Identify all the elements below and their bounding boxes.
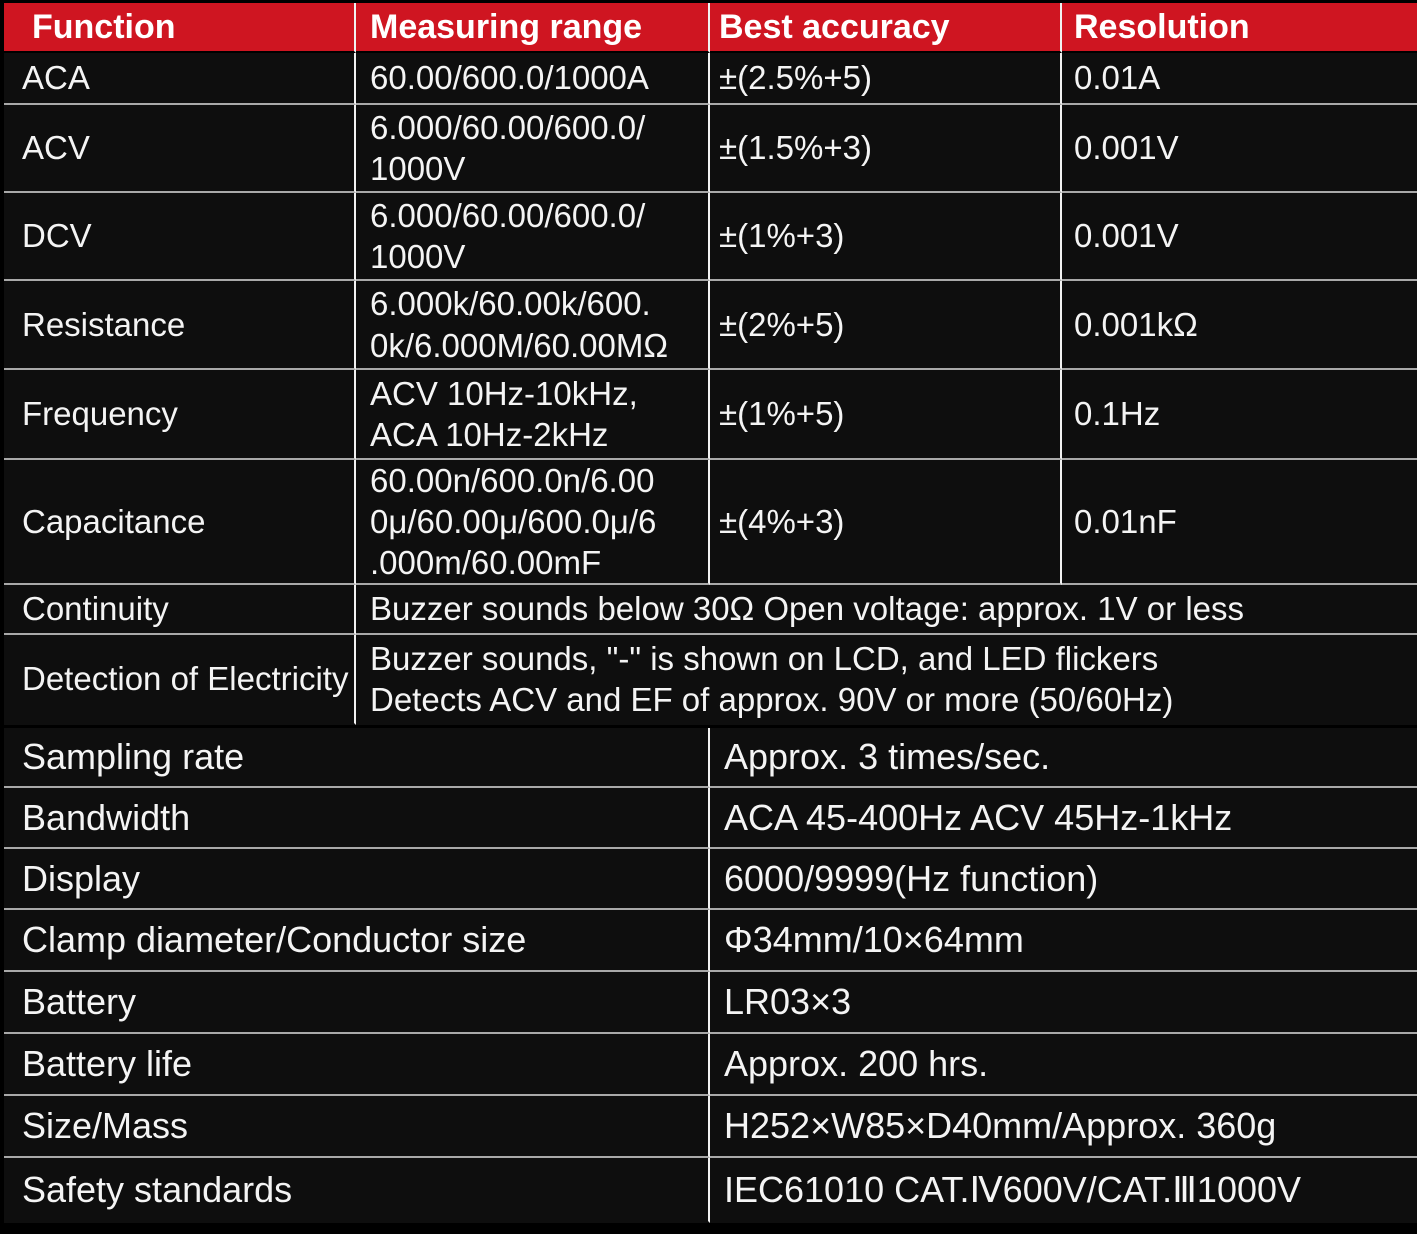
- function-cell: Detection of Electricity: [4, 635, 356, 725]
- info-value-cell: ACA 45-400Hz ACV 45Hz-1kHz: [710, 788, 1417, 849]
- info-label-cell: Safety standards: [4, 1158, 710, 1223]
- function-cell: Resistance: [4, 281, 356, 370]
- function-cell: Continuity: [4, 585, 356, 635]
- header-resolution: Resolution: [1062, 3, 1417, 53]
- range-cell: 6.000k/60.00k/600. 0k/6.000M/60.00MΩ: [356, 281, 710, 370]
- spec-table: Function Measuring range Best accuracy R…: [4, 0, 1417, 725]
- resolution-cell: 0.01A: [1062, 53, 1417, 105]
- range-cell: 6.000/60.00/600.0/ 1000V: [356, 105, 710, 193]
- info-label-cell: Size/Mass: [4, 1096, 710, 1158]
- info-value-cell: Approx. 3 times/sec.: [710, 728, 1417, 788]
- info-value-cell: Φ34mm/10×64mm: [710, 910, 1417, 972]
- function-cell: DCV: [4, 193, 356, 281]
- info-value-cell: Approx. 200 hrs.: [710, 1034, 1417, 1096]
- info-label-cell: Sampling rate: [4, 728, 710, 788]
- range-cell: ACV 10Hz-10kHz, ACA 10Hz-2kHz: [356, 370, 710, 460]
- info-value-cell: IEC61010 CAT.Ⅳ600V/CAT.Ⅲ1000V: [710, 1158, 1417, 1223]
- info-label-cell: Bandwidth: [4, 788, 710, 849]
- info-label-cell: Battery life: [4, 1034, 710, 1096]
- function-cell: Frequency: [4, 370, 356, 460]
- header-best-accuracy: Best accuracy: [710, 3, 1062, 53]
- info-label-cell: Battery: [4, 972, 710, 1034]
- function-cell: ACA: [4, 53, 356, 105]
- range-cell: 6.000/60.00/600.0/ 1000V: [356, 193, 710, 281]
- resolution-cell: 0.001V: [1062, 193, 1417, 281]
- info-table: Sampling rate Approx. 3 times/sec. Bandw…: [4, 728, 1417, 1223]
- info-label-cell: Clamp diameter/Conductor size: [4, 910, 710, 972]
- accuracy-cell: ±(1%+3): [710, 193, 1062, 281]
- function-cell: Capacitance: [4, 460, 356, 585]
- accuracy-cell: ±(2.5%+5): [710, 53, 1062, 105]
- merged-value-cell: Buzzer sounds below 30Ω Open voltage: ap…: [356, 585, 1417, 635]
- function-cell: ACV: [4, 105, 356, 193]
- resolution-cell: 0.001V: [1062, 105, 1417, 193]
- accuracy-cell: ±(1%+5): [710, 370, 1062, 460]
- resolution-cell: 0.001kΩ: [1062, 281, 1417, 370]
- range-cell: 60.00n/600.0n/6.00 0μ/60.00μ/600.0μ/6 .0…: [356, 460, 710, 585]
- info-value-cell: LR03×3: [710, 972, 1417, 1034]
- resolution-cell: 0.1Hz: [1062, 370, 1417, 460]
- accuracy-cell: ±(1.5%+3): [710, 105, 1062, 193]
- range-cell: 60.00/600.0/1000A: [356, 53, 710, 105]
- resolution-cell: 0.01nF: [1062, 460, 1417, 585]
- header-function: Function: [4, 3, 356, 53]
- accuracy-cell: ±(4%+3): [710, 460, 1062, 585]
- accuracy-cell: ±(2%+5): [710, 281, 1062, 370]
- info-value-cell: H252×W85×D40mm/Approx. 360g: [710, 1096, 1417, 1158]
- merged-value-cell: Buzzer sounds, "-" is shown on LCD, and …: [356, 635, 1417, 725]
- info-value-cell: 6000/9999(Hz function): [710, 849, 1417, 910]
- info-label-cell: Display: [4, 849, 710, 910]
- header-measuring-range: Measuring range: [356, 3, 710, 53]
